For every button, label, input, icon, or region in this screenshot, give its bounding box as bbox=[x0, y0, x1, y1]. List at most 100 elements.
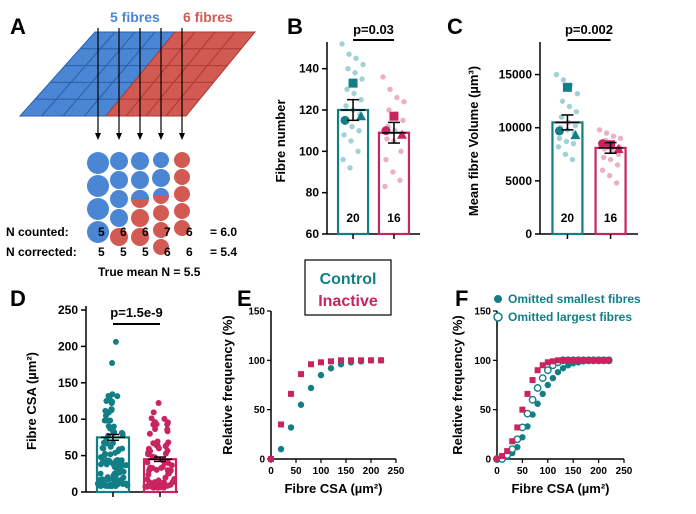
y-tick-label: 140 bbox=[299, 62, 319, 76]
data-point-square bbox=[565, 357, 572, 364]
true-mean: True mean N = 5.5 bbox=[98, 265, 201, 279]
fibre-circle bbox=[174, 203, 190, 219]
data-point-square bbox=[368, 357, 374, 364]
row-counted-v2: 6 bbox=[120, 225, 127, 239]
data-point bbox=[355, 148, 361, 155]
fibre-circle-mixed-top bbox=[131, 190, 149, 199]
fibre-circle bbox=[153, 239, 169, 255]
data-point-square bbox=[580, 357, 587, 364]
data-point bbox=[359, 76, 365, 82]
data-point-square bbox=[504, 448, 511, 455]
x-tick-label: 0 bbox=[268, 466, 274, 477]
row-counted-v1: 5 bbox=[98, 225, 105, 239]
animal-mean-square bbox=[348, 78, 358, 88]
data-point-open bbox=[533, 384, 542, 392]
data-point-open bbox=[538, 374, 547, 382]
data-point bbox=[384, 136, 390, 142]
data-point bbox=[341, 132, 347, 138]
data-point bbox=[348, 138, 354, 144]
data-point bbox=[150, 409, 157, 416]
data-point-square bbox=[509, 438, 516, 445]
y-tick-label: 100 bbox=[248, 356, 265, 367]
data-point bbox=[599, 167, 606, 173]
data-point bbox=[574, 91, 581, 97]
data-point bbox=[603, 130, 610, 136]
data-point bbox=[556, 135, 563, 142]
data-point-open bbox=[523, 409, 532, 418]
data-point bbox=[149, 453, 156, 460]
data-point-square bbox=[328, 358, 334, 365]
y-tick-label: 80 bbox=[306, 186, 320, 200]
y-tick-label: 150 bbox=[58, 376, 78, 390]
panel-a: A 5 fibres 6 fibres N counted: 5 6 6 7 6… bbox=[6, 9, 257, 279]
row-corrected-v3: 5 bbox=[142, 245, 149, 259]
data-point-square bbox=[338, 357, 344, 364]
animal-mean-circle bbox=[598, 139, 608, 149]
n-label: 20 bbox=[346, 211, 360, 225]
row-counted-v4: 7 bbox=[164, 225, 171, 239]
arrow-head bbox=[116, 133, 122, 140]
data-point-square bbox=[348, 357, 354, 364]
data-point bbox=[97, 470, 104, 477]
data-point bbox=[155, 400, 162, 407]
data-point bbox=[563, 138, 570, 145]
blue-grid-col bbox=[84, 31, 156, 117]
data-point bbox=[152, 426, 159, 433]
row-counted-v3: 6 bbox=[142, 225, 149, 239]
data-point bbox=[607, 156, 614, 163]
data-point bbox=[156, 481, 163, 488]
y-tick-label: 50 bbox=[480, 405, 492, 416]
arrow-head bbox=[179, 133, 185, 140]
data-point-open bbox=[543, 366, 552, 375]
y-tick-label: 5000 bbox=[505, 174, 532, 188]
animal-mean-circle bbox=[554, 126, 564, 136]
legend-marker-open bbox=[493, 312, 503, 322]
fibre-circle bbox=[110, 228, 128, 246]
data-point bbox=[164, 421, 171, 428]
data-point bbox=[559, 98, 566, 104]
row-corrected-v4: 6 bbox=[164, 245, 171, 259]
y-tick-label: 0 bbox=[259, 455, 265, 466]
data-point-square bbox=[494, 456, 500, 462]
legend-omitted-largest: Omitted largest fibres bbox=[508, 310, 632, 324]
row-corrected-result: = 5.4 bbox=[210, 245, 237, 259]
data-point bbox=[100, 439, 107, 446]
data-point bbox=[151, 483, 158, 490]
y-tick-label: 0 bbox=[525, 227, 532, 241]
y-tick-label: 150 bbox=[248, 307, 265, 318]
data-point bbox=[569, 156, 576, 163]
data-point-square bbox=[595, 357, 602, 364]
panel-letter-f: F bbox=[455, 286, 468, 311]
data-point bbox=[347, 165, 353, 171]
data-point bbox=[610, 133, 617, 139]
y-axis-title: Fibre CSA (µm²) bbox=[24, 352, 39, 450]
data-point bbox=[159, 463, 166, 470]
data-point bbox=[165, 460, 172, 467]
animal-mean-circle bbox=[340, 115, 350, 125]
x-tick-label: 0 bbox=[494, 466, 500, 477]
x-tick-label: 250 bbox=[388, 466, 405, 477]
legend-inactive: Inactive bbox=[318, 293, 378, 310]
data-point-square bbox=[590, 357, 597, 364]
data-point-square bbox=[519, 406, 526, 413]
legend-marker-filled bbox=[494, 295, 502, 303]
y-tick-label: 0 bbox=[485, 455, 491, 466]
y-tick-label: 15000 bbox=[499, 68, 533, 82]
x-tick-label: 150 bbox=[565, 466, 582, 477]
data-point-square bbox=[539, 362, 546, 369]
y-tick-label: 250 bbox=[58, 303, 78, 317]
count-table: N counted: 5 6 6 7 6 = 6.0 N corrected: … bbox=[6, 225, 237, 279]
y-tick-label: 100 bbox=[474, 356, 491, 367]
animal-mean-square bbox=[562, 82, 572, 92]
data-point bbox=[146, 430, 153, 437]
panel-b: B 60 80 100 120 140 Fibre number 20 16 p=0.03 bbox=[273, 14, 420, 241]
data-point bbox=[562, 151, 569, 157]
data-point-square bbox=[575, 357, 582, 364]
arrow-head bbox=[95, 133, 101, 140]
data-point-square bbox=[554, 357, 561, 364]
data-point bbox=[554, 368, 562, 376]
data-point bbox=[105, 475, 112, 482]
data-point bbox=[165, 439, 172, 446]
fibre-circle bbox=[110, 209, 128, 227]
